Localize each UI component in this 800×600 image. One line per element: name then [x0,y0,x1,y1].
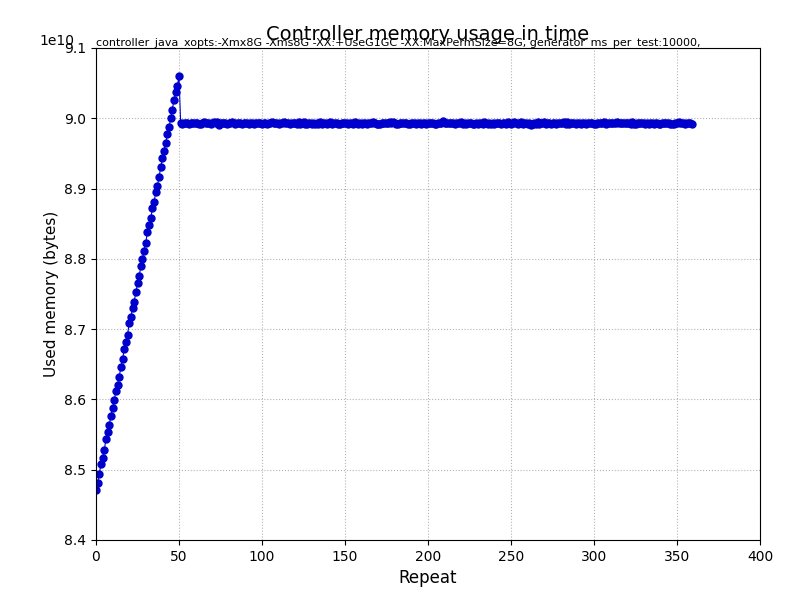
Text: controller_java_xopts:-Xmx8G -Xms8G -XX:+UseG1GC -XX:MaxPermSize=8G, generator_m: controller_java_xopts:-Xmx8G -Xms8G -XX:… [96,37,701,48]
X-axis label: Repeat: Repeat [398,569,458,587]
Title: Controller memory usage in time: Controller memory usage in time [266,25,590,44]
Text: 1e10: 1e10 [39,34,74,48]
Y-axis label: Used memory (bytes): Used memory (bytes) [43,211,58,377]
